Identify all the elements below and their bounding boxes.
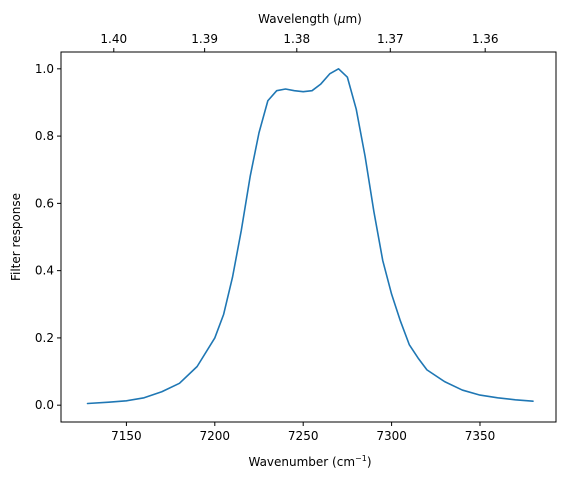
y-tick-label: 0.2 [35,331,54,345]
y-axis-title: Filter response [9,193,23,281]
x-tick-label: 7200 [200,429,231,443]
y-tick-label: 0.6 [35,196,54,210]
top-x-axis: 1.40 1.39 1.38 1.37 1.36 [100,32,499,52]
bottom-x-axis: 7150 7200 7250 7300 7350 [111,422,495,443]
y-tick-label: 0.4 [35,264,54,278]
top-x-tick-label: 1.39 [191,32,218,46]
x-tick-label: 7250 [288,429,319,443]
y-tick-label: 0.8 [35,129,54,143]
top-x-tick-label: 1.38 [283,32,310,46]
plot-area [86,68,534,405]
x-tick-label: 7150 [111,429,142,443]
top-x-tick-label: 1.36 [472,32,499,46]
series-line-0 [86,68,534,405]
y-tick-label: 0.0 [35,398,54,412]
top-x-tick-label: 1.40 [100,32,127,46]
plot-frame [60,51,557,423]
x-axis-title: Wavenumber (cm−1) [248,454,371,469]
top-x-tick-label: 1.37 [377,32,404,46]
y-axis: 0.0 0.2 0.4 0.6 0.8 1.0 [35,62,61,412]
x-tick-label: 7350 [465,429,496,443]
x-tick-label: 7300 [376,429,407,443]
y-tick-label: 1.0 [35,62,54,76]
top-axis-title: Wavelength (μm) [258,12,362,26]
